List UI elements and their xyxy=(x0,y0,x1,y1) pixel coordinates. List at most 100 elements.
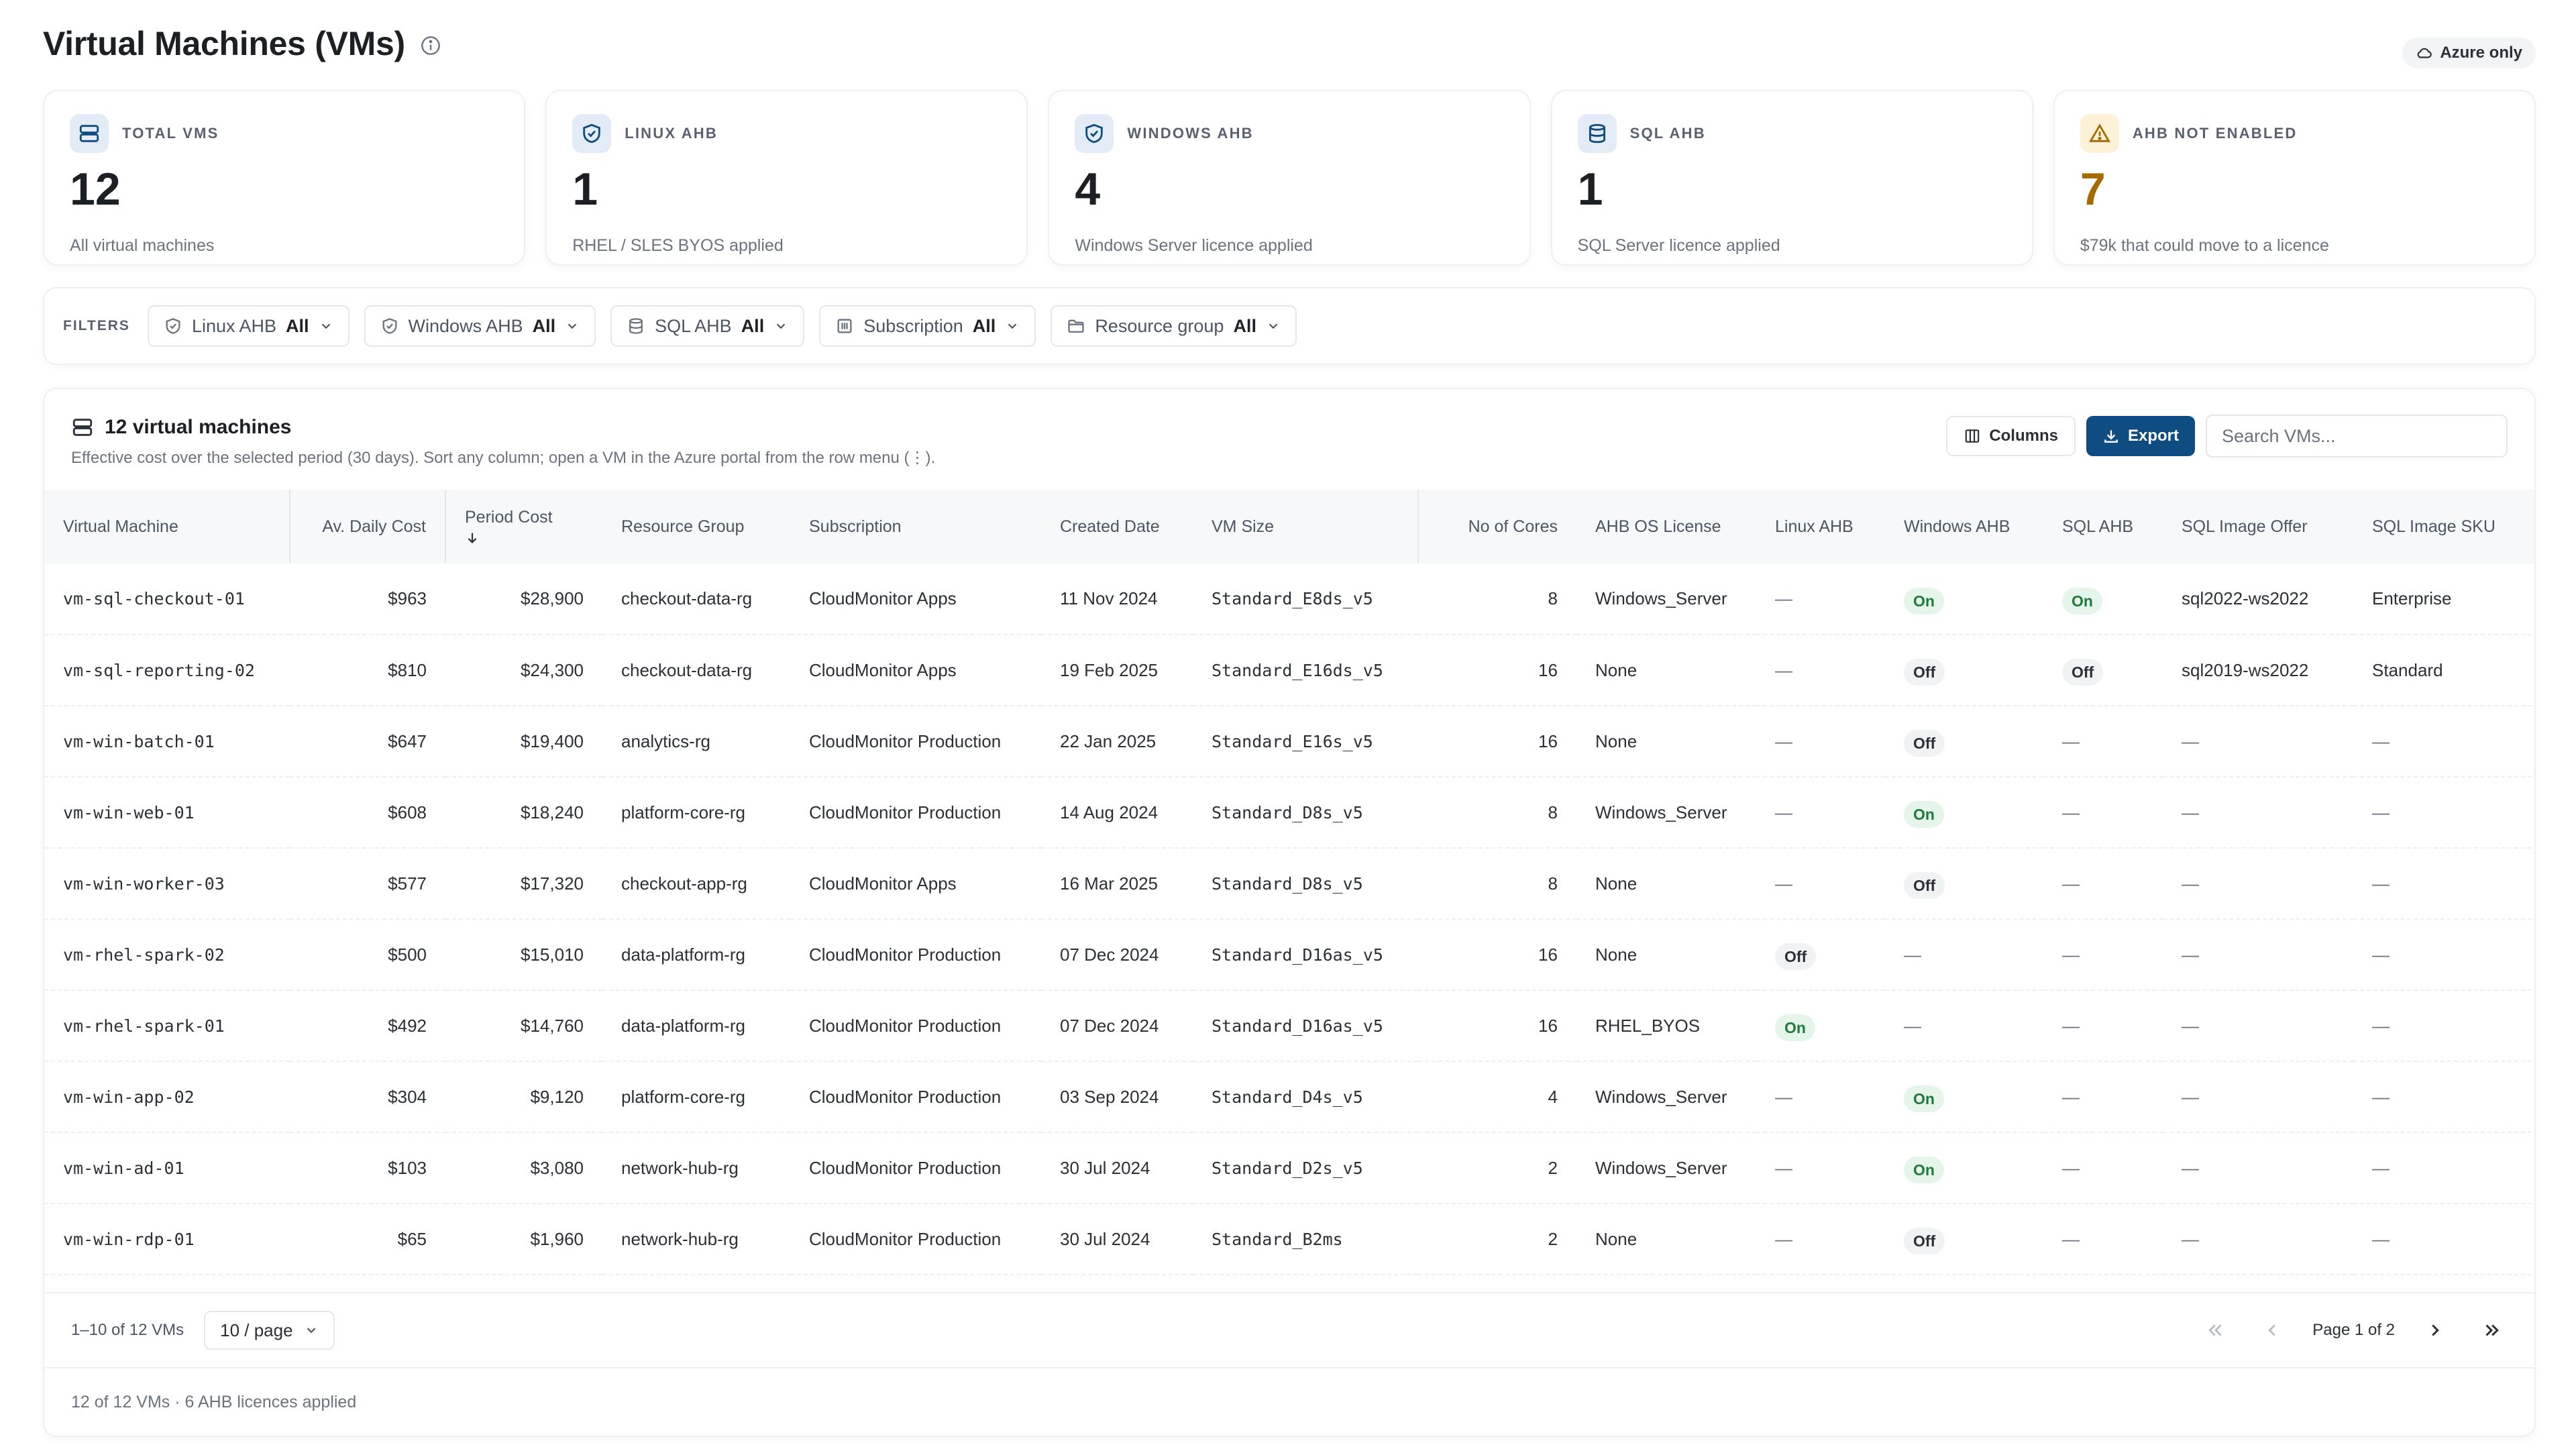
cell-period-cost: $3,080 xyxy=(530,1157,584,1178)
col-windows-ahb[interactable]: Windows AHB xyxy=(1904,517,2010,536)
cell-sql-ahb: — xyxy=(2062,1015,2080,1036)
table-row[interactable]: vm-win-rdp-01 $65 $1,960 network-hub-rg Clou… xyxy=(44,1203,2534,1275)
col-ahb-os-license[interactable]: AHB OS License xyxy=(1595,517,1721,536)
cell-sql-image-offer: — xyxy=(2182,731,2199,751)
col-period-cost[interactable]: Period Cost xyxy=(445,490,602,564)
cell-cores: 16 xyxy=(1538,659,1558,680)
cell-sql-image-offer: — xyxy=(2182,944,2199,965)
database-icon xyxy=(629,318,643,334)
col-resource-group[interactable]: Resource Group xyxy=(621,517,745,536)
first-page-button[interactable] xyxy=(2200,1314,2232,1346)
prev-page-button[interactable] xyxy=(2256,1314,2288,1346)
col-sql-image-offer[interactable]: SQL Image Offer xyxy=(2182,517,2308,536)
table-header-row: Virtual Machine Av. Daily Cost Period Co… xyxy=(44,490,2534,564)
kpi-total-vms: TOTAL VMS 12 All virtual machines xyxy=(44,91,525,264)
col-sql-image-sku[interactable]: SQL Image SKU xyxy=(2372,517,2496,536)
cell-sql-image-sku: — xyxy=(2372,1228,2390,1249)
cell-cores: 16 xyxy=(1538,731,1558,751)
cell-windows-ahb: On xyxy=(1885,777,2043,848)
kpi-linux-ahb: LINUX AHB 1 RHEL / SLES BYOS applied xyxy=(547,91,1027,264)
cell-resource-group: network-hub-rg xyxy=(621,1228,739,1249)
table-row[interactable]: vm-win-ad-01 $103 $3,080 network-hub-rg Clou… xyxy=(44,1132,2534,1203)
per-page-select[interactable]: 10 / page xyxy=(204,1311,335,1350)
table-row[interactable]: vm-rhel-spark-02 $500 $15,010 data-platform… xyxy=(44,919,2534,990)
filter-linux-ahb[interactable]: Linux AHB All xyxy=(147,305,350,347)
cell-sql-image-sku: — xyxy=(2372,944,2390,965)
next-page-button[interactable] xyxy=(2419,1314,2451,1346)
cell-subscription: CloudMonitor Production xyxy=(809,1015,1002,1036)
filter-subscription[interactable]: Subscription All xyxy=(819,305,1036,347)
cell-period-cost: $14,760 xyxy=(521,1015,584,1036)
table-row[interactable]: vm-win-app-02 $304 $9,120 platform-core-rg C… xyxy=(44,1061,2534,1132)
shield-check-icon xyxy=(1075,114,1114,153)
page-indicator: Page 1 of 2 xyxy=(2312,1321,2395,1339)
shield-icon xyxy=(382,318,397,334)
cell-av-daily-cost: $608 xyxy=(388,802,427,822)
col-vm-size[interactable]: VM Size xyxy=(1193,490,1419,564)
columns-label: Columns xyxy=(1989,427,2058,445)
cell-created-date: 19 Feb 2025 xyxy=(1060,659,1159,680)
cell-sql-image-sku: — xyxy=(2372,1157,2390,1178)
kpi-sql-ahb: SQL AHB 1 SQL Server licence applied xyxy=(1552,91,2032,264)
export-label: Export xyxy=(2127,427,2179,445)
cell-created-date: 11 Nov 2024 xyxy=(1060,588,1158,608)
filter-value: All xyxy=(532,315,556,336)
table-row[interactable]: vm-rhel-spark-01 $492 $14,760 data-platform… xyxy=(44,990,2534,1061)
sort-desc-icon xyxy=(468,533,477,543)
table-row[interactable]: vm-win-worker-03 $577 $17,320 checkout-app-… xyxy=(44,848,2534,919)
status-badge: Off xyxy=(1904,730,1945,757)
cell-sql-image-sku: Standard xyxy=(2372,659,2443,680)
table-header: 12 virtual machines Effective cost over … xyxy=(71,416,935,468)
cell-period-cost: $17,320 xyxy=(521,873,584,894)
table-row[interactable]: vm-win-web-01 $608 $18,240 platform-core-rg… xyxy=(44,777,2534,848)
table-row[interactable]: vm-sql-reporting-02 $810 $24,300 checkout-d… xyxy=(44,635,2534,706)
cell-av-daily-cost: $647 xyxy=(388,731,427,751)
info-icon[interactable] xyxy=(420,35,441,56)
export-button[interactable]: Export xyxy=(2086,416,2195,456)
kpi-label: TOTAL VMS xyxy=(122,125,219,142)
table-row[interactable]: vm-win-batch-01 $647 $19,400 analytics-rg Cl… xyxy=(44,706,2534,777)
cell-resource-group: data-platform-rg xyxy=(621,1015,745,1036)
filter-name: Windows AHB xyxy=(408,315,523,336)
filter-windows-ahb[interactable]: Windows AHB All xyxy=(364,305,596,347)
filter-resource-group[interactable]: Resource group All xyxy=(1051,305,1297,347)
cell-sql-image-sku: — xyxy=(2372,873,2390,894)
kpi-desc: RHEL / SLES BYOS applied xyxy=(572,236,784,255)
cell-sql-image-sku: — xyxy=(2372,1015,2390,1036)
cell-sql-ahb: — xyxy=(2062,802,2080,822)
cell-created-date: 14 Aug 2024 xyxy=(1060,802,1159,822)
building-icon xyxy=(837,319,852,333)
cell-created-date: 03 Sep 2024 xyxy=(1060,1086,1159,1107)
col-av-daily-cost[interactable]: Av. Daily Cost xyxy=(290,490,446,564)
pagination-range: 1–10 of 12 VMs xyxy=(71,1321,184,1339)
cell-sql-image-sku: — xyxy=(2372,1086,2390,1107)
col-sql-ahb[interactable]: SQL AHB xyxy=(2062,517,2134,536)
col-created-date[interactable]: Created Date xyxy=(1060,517,1160,536)
kpi-value: 1 xyxy=(572,164,598,215)
col-no-of-cores[interactable]: No of Cores xyxy=(1468,517,1558,536)
cell-subscription: CloudMonitor Production xyxy=(809,802,1002,822)
filters-bar: FILTERS Linux AHB All Windows AHB All SQ… xyxy=(44,288,2534,364)
last-page-button[interactable] xyxy=(2475,1314,2508,1346)
table-row[interactable]: vm-sql-checkout-01 $963 $28,900 checkout-da… xyxy=(44,564,2534,635)
status-badge: On xyxy=(1904,1157,1944,1183)
chevron-left-icon xyxy=(2268,1324,2275,1336)
col-virtual-machine[interactable]: Virtual Machine xyxy=(44,490,290,564)
status-badge: On xyxy=(1775,1014,1815,1041)
columns-button[interactable]: Columns xyxy=(1946,416,2076,456)
cell-period-cost: $24,300 xyxy=(521,659,584,680)
cell-cores: 2 xyxy=(1548,1228,1558,1249)
cell-vm-size: Standard_E16ds_v5 xyxy=(1212,660,1383,680)
cloud-icon xyxy=(2417,48,2432,58)
status-badge: Off xyxy=(1775,943,1817,970)
filter-sql-ahb[interactable]: SQL AHB All xyxy=(610,305,805,347)
col-subscription[interactable]: Subscription xyxy=(809,517,902,536)
kpi-label: SQL AHB xyxy=(1629,125,1706,142)
col-linux-ahb[interactable]: Linux AHB xyxy=(1775,517,1854,536)
cell-vm-size: Standard_D16as_v5 xyxy=(1212,945,1383,965)
cell-vm-size: Standard_B2ms xyxy=(1212,1229,1343,1249)
search-input[interactable] xyxy=(2206,415,2508,458)
vm-table-card: 12 virtual machines Effective cost over … xyxy=(44,389,2534,1436)
cell-cores: 4 xyxy=(1548,1086,1558,1107)
cell-sql-image-sku: — xyxy=(2372,731,2390,751)
